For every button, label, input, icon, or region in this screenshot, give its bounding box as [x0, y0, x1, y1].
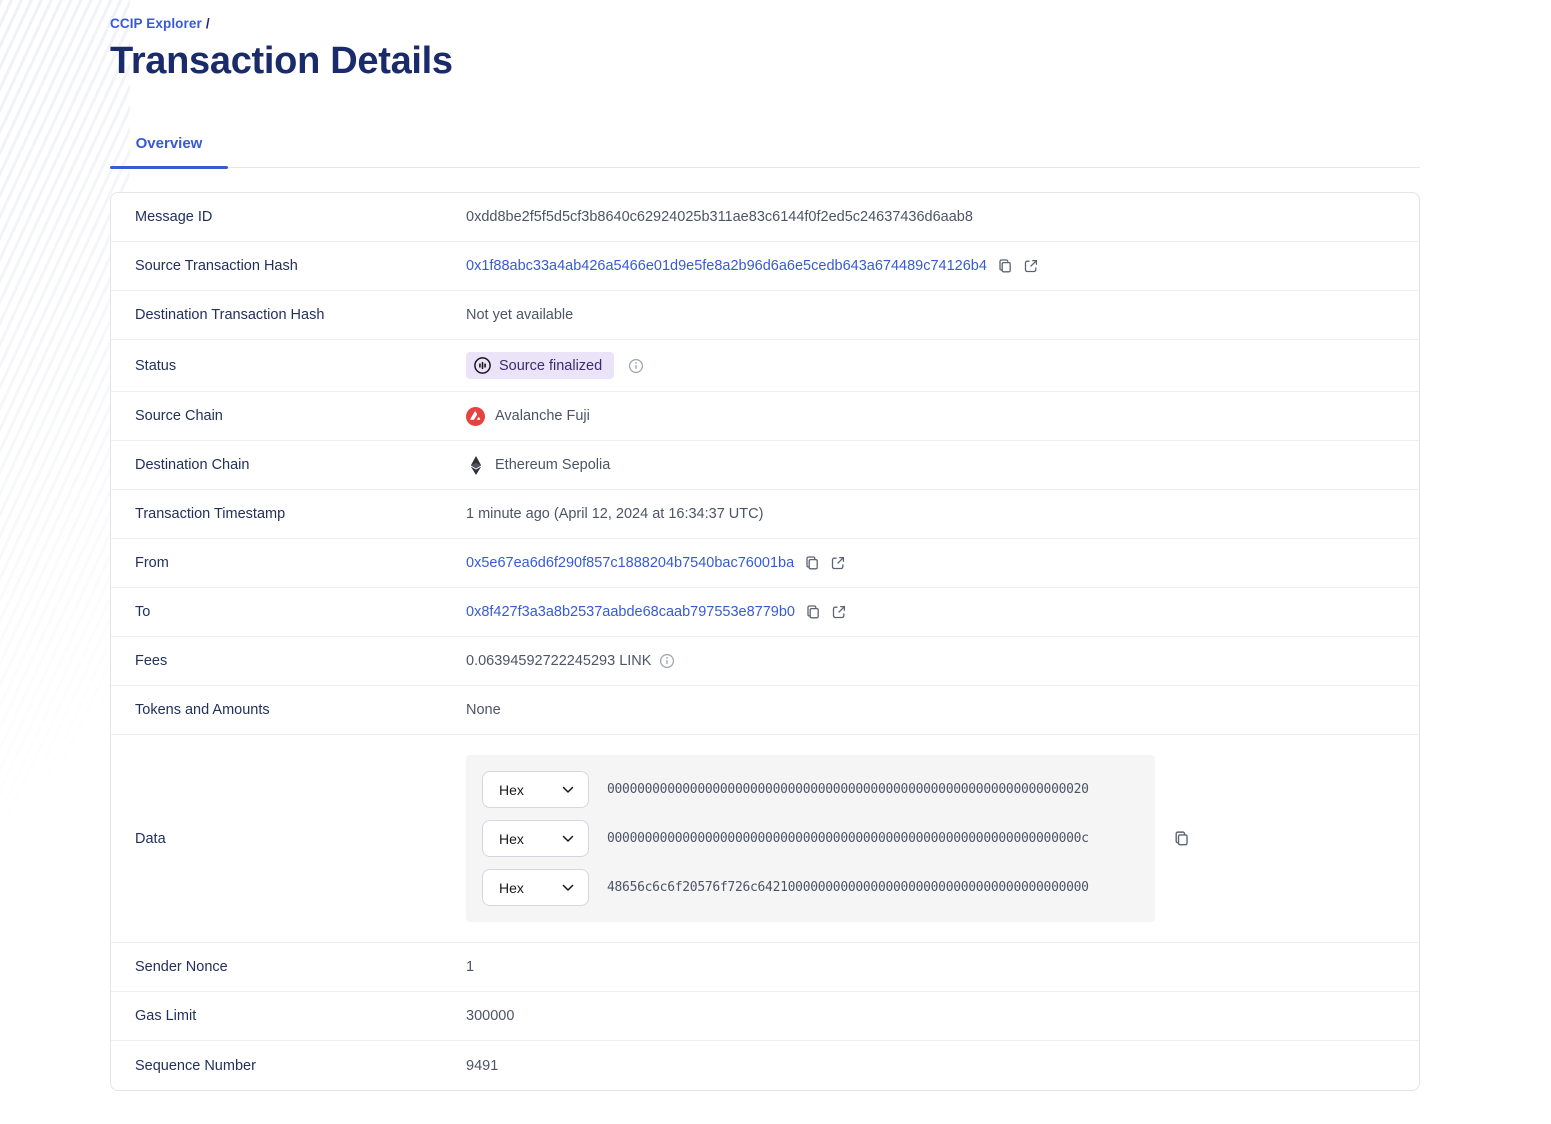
transaction-timestamp-value: 1 minute ago (April 12, 2024 at 16:34:37… [466, 506, 764, 522]
fees-info-icon[interactable] [659, 653, 675, 669]
row-label: Sequence Number [135, 1057, 256, 1074]
table-row-destination-chain: Destination Chain Ethereum Sepolia [111, 441, 1419, 490]
table-row-sender-nonce: Sender Nonce 1 [111, 943, 1419, 992]
status-badge: Source finalized [466, 352, 615, 379]
source-transaction-hash-link[interactable]: 0x1f88abc33a4ab426a5466e01d9e5fe8a2b96d6… [466, 258, 987, 274]
data-format-selected-value: Hex [499, 830, 524, 847]
row-label: Sender Nonce [135, 959, 228, 975]
table-row-status: Status Source finalized [111, 340, 1419, 392]
status-progress-icon [473, 356, 492, 375]
row-label: From [135, 555, 169, 571]
copy-icon[interactable] [997, 258, 1013, 274]
tab-overview[interactable]: Overview [110, 125, 228, 169]
table-row-data: Data Hex 0000000000000000000000000000000… [111, 735, 1419, 943]
transaction-details-page: CCIP Explorer / Transaction Details Overv… [110, 16, 1420, 1091]
message-id-value: 0xdd8be2f5f5d5cf3b8640c62924025b311ae83c… [466, 209, 973, 225]
status-badge-label: Source finalized [499, 357, 603, 374]
table-row-to: To 0x8f427f3a3a8b2537aabde68caab797553e8… [111, 588, 1419, 637]
data-line-2: Hex 000000000000000000000000000000000000… [482, 820, 1139, 857]
data-line-3: Hex 48656c6c6f20576f726c6421000000000000… [482, 869, 1139, 906]
row-label: Source Chain [135, 408, 223, 424]
row-label: Gas Limit [135, 1008, 197, 1024]
table-row-gas-limit: Gas Limit 300000 [111, 992, 1419, 1041]
data-format-select[interactable]: Hex [482, 771, 589, 808]
external-link-icon[interactable] [831, 604, 847, 620]
to-address-link[interactable]: 0x8f427f3a3a8b2537aabde68caab797553e8779… [466, 604, 795, 620]
data-hex-panel: Hex 000000000000000000000000000000000000… [466, 755, 1155, 922]
row-label: Message ID [135, 209, 213, 225]
table-row-source-transaction-hash: Source Transaction Hash 0x1f88abc33a4ab4… [111, 242, 1419, 291]
from-address-link[interactable]: 0x5e67ea6d6f290f857c1888204b7540bac76001… [466, 555, 795, 571]
tokens-and-amounts-value: None [466, 702, 501, 718]
destination-chain-name: Ethereum Sepolia [495, 457, 611, 473]
avalanche-logo-icon [466, 406, 485, 426]
row-label: To [135, 604, 151, 620]
row-label: Data [135, 830, 166, 847]
copy-icon[interactable] [804, 555, 820, 571]
sequence-number-value: 9491 [466, 1057, 499, 1074]
chevron-down-icon [562, 835, 574, 843]
data-format-selected-value: Hex [499, 781, 524, 798]
row-label: Status [135, 357, 177, 374]
breadcrumb-link-ccip-explorer[interactable]: CCIP Explorer [110, 16, 202, 31]
table-row-from: From 0x5e67ea6d6f290f857c1888204b7540bac… [111, 539, 1419, 588]
external-link-icon[interactable] [830, 555, 846, 571]
row-label: Destination Transaction Hash [135, 307, 325, 323]
destination-transaction-hash-value: Not yet available [466, 307, 574, 323]
table-row-sequence-number: Sequence Number 9491 [111, 1041, 1419, 1090]
row-label: Transaction Timestamp [135, 506, 286, 522]
external-link-icon[interactable] [1023, 258, 1039, 274]
data-format-select[interactable]: Hex [482, 869, 589, 906]
data-format-select[interactable]: Hex [482, 820, 589, 857]
transaction-details-table: Message ID 0xdd8be2f5f5d5cf3b8640c629240… [110, 192, 1420, 1091]
data-hex-line: 0000000000000000000000000000000000000000… [607, 831, 1089, 846]
table-row-transaction-timestamp: Transaction Timestamp 1 minute ago (Apri… [111, 490, 1419, 539]
table-row-message-id: Message ID 0xdd8be2f5f5d5cf3b8640c629240… [111, 193, 1419, 242]
chevron-down-icon [562, 884, 574, 892]
table-row-source-chain: Source Chain Avalanche Fuji [111, 392, 1419, 441]
gas-limit-value: 300000 [466, 1008, 515, 1024]
data-line-1: Hex 000000000000000000000000000000000000… [482, 771, 1139, 808]
table-row-tokens-and-amounts: Tokens and Amounts None [111, 686, 1419, 735]
copy-icon[interactable] [805, 604, 821, 620]
table-row-fees: Fees 0.06394592722245293 LINK [111, 637, 1419, 686]
breadcrumb-separator: / [205, 16, 210, 31]
copy-data-icon[interactable] [1173, 830, 1190, 847]
row-label: Fees [135, 653, 168, 669]
fees-value: 0.06394592722245293 LINK [466, 653, 652, 669]
data-hex-line: 48656c6c6f20576f726c64210000000000000000… [607, 880, 1089, 895]
row-label: Destination Chain [135, 457, 250, 473]
ethereum-logo-icon [466, 455, 485, 475]
sender-nonce-value: 1 [466, 959, 475, 975]
chevron-down-icon [562, 786, 574, 794]
row-label: Tokens and Amounts [135, 702, 270, 718]
data-format-selected-value: Hex [499, 879, 524, 896]
source-chain-name: Avalanche Fuji [495, 408, 590, 424]
breadcrumb: CCIP Explorer / [110, 16, 1420, 31]
data-hex-line: 0000000000000000000000000000000000000000… [607, 782, 1089, 797]
status-info-icon[interactable] [628, 358, 644, 374]
row-label: Source Transaction Hash [135, 258, 298, 274]
page-title: Transaction Details [110, 40, 453, 82]
table-row-destination-transaction-hash: Destination Transaction Hash Not yet ava… [111, 291, 1419, 340]
tab-bar: Overview [110, 125, 1420, 169]
